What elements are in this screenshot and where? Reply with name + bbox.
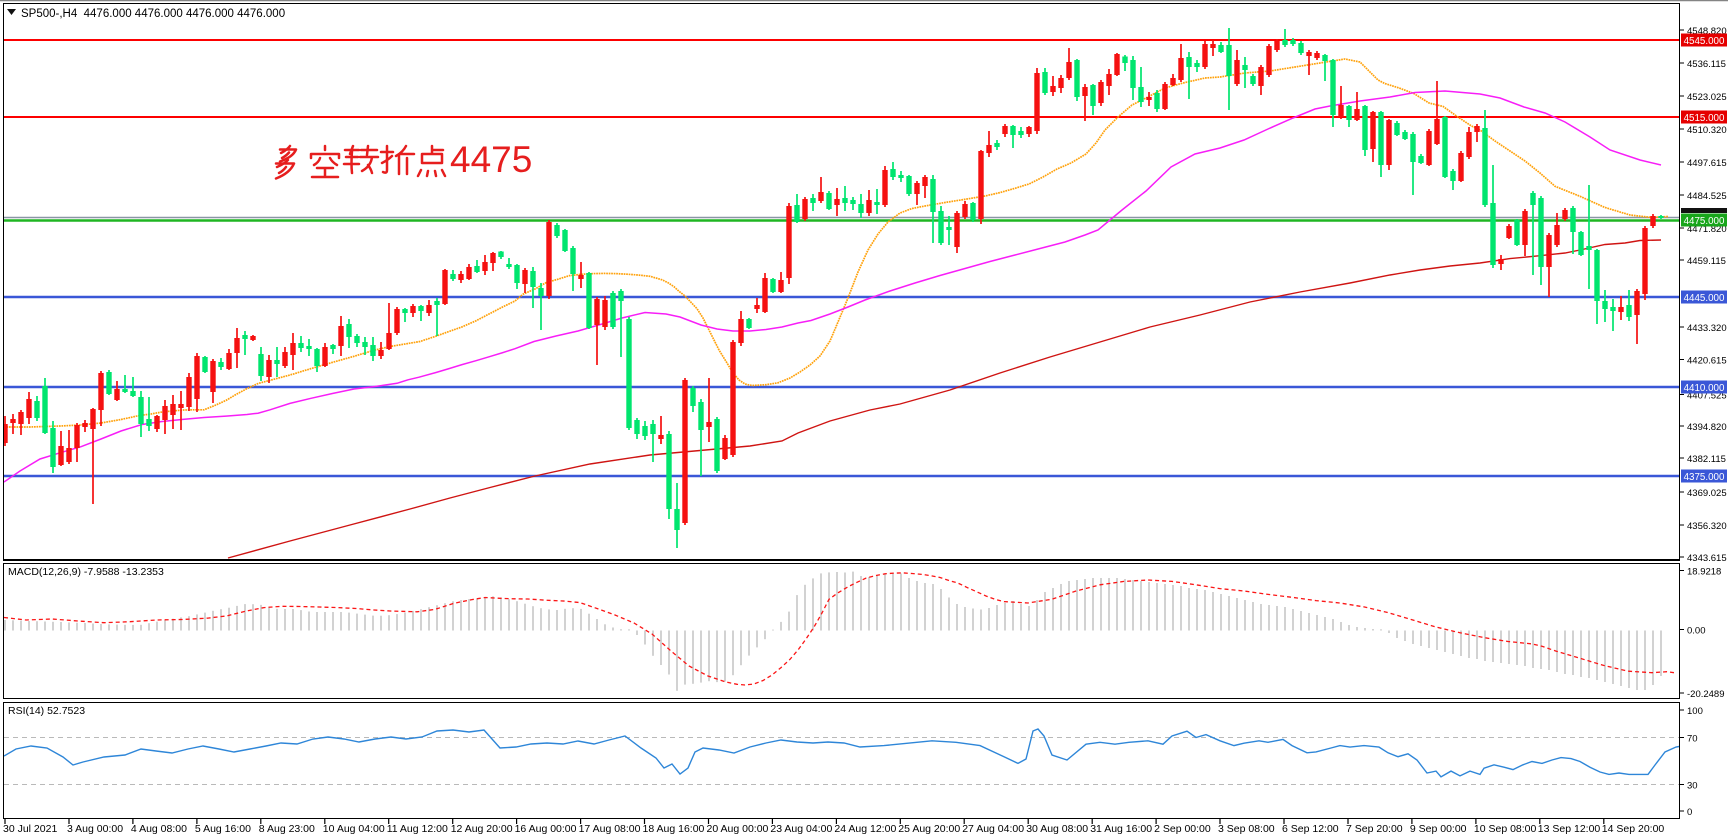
- svg-text:20 Aug 00:00: 20 Aug 00:00: [707, 823, 769, 835]
- svg-text:4343.615: 4343.615: [1687, 553, 1727, 564]
- svg-text:4523.025: 4523.025: [1687, 92, 1727, 103]
- svg-text:30 Jul 2021: 30 Jul 2021: [3, 823, 57, 835]
- svg-text:13 Sep 12:00: 13 Sep 12:00: [1538, 823, 1601, 835]
- svg-text:2 Sep 00:00: 2 Sep 00:00: [1154, 823, 1211, 835]
- svg-text:11 Aug 12:00: 11 Aug 12:00: [387, 823, 448, 835]
- svg-text:4548.820: 4548.820: [1687, 26, 1727, 37]
- svg-text:4375.000: 4375.000: [1684, 472, 1725, 483]
- svg-text:31 Aug 16:00: 31 Aug 16:00: [1090, 823, 1152, 835]
- svg-text:14 Sep 20:00: 14 Sep 20:00: [1602, 823, 1665, 835]
- svg-text:17 Aug 08:00: 17 Aug 08:00: [579, 823, 641, 835]
- svg-text:30: 30: [1687, 781, 1698, 792]
- svg-text:24 Aug 12:00: 24 Aug 12:00: [834, 823, 896, 835]
- svg-text:18.9218: 18.9218: [1687, 567, 1721, 578]
- svg-text:8 Aug 23:00: 8 Aug 23:00: [259, 823, 315, 835]
- svg-text:4545.000: 4545.000: [1684, 36, 1725, 47]
- svg-text:3 Sep 08:00: 3 Sep 08:00: [1218, 823, 1275, 835]
- svg-text:4445.000: 4445.000: [1684, 293, 1725, 304]
- svg-text:4382.115: 4382.115: [1687, 454, 1726, 465]
- svg-text:4475: 4475: [450, 139, 532, 180]
- svg-text:70: 70: [1687, 734, 1698, 745]
- svg-text:4369.025: 4369.025: [1687, 488, 1727, 499]
- svg-text:4394.820: 4394.820: [1687, 422, 1727, 433]
- svg-text:16 Aug 00:00: 16 Aug 00:00: [515, 823, 577, 835]
- svg-text:4459.115: 4459.115: [1687, 256, 1726, 267]
- svg-text:-20.2489: -20.2489: [1687, 689, 1725, 700]
- svg-text:4471.820: 4471.820: [1687, 224, 1727, 235]
- svg-text:RSI(14) 52.7523: RSI(14) 52.7523: [8, 705, 85, 717]
- svg-text:4536.115: 4536.115: [1687, 59, 1726, 70]
- svg-text:23 Aug 04:00: 23 Aug 04:00: [770, 823, 832, 835]
- svg-text:4484.525: 4484.525: [1687, 191, 1727, 202]
- svg-text:100: 100: [1687, 706, 1703, 717]
- svg-text:4407.525: 4407.525: [1687, 391, 1727, 402]
- svg-text:6 Sep 12:00: 6 Sep 12:00: [1282, 823, 1339, 835]
- svg-text:4420.615: 4420.615: [1687, 356, 1727, 367]
- svg-text:4433.320: 4433.320: [1687, 323, 1727, 334]
- svg-text:4475.000: 4475.000: [1684, 216, 1725, 227]
- svg-text:10 Sep 08:00: 10 Sep 08:00: [1474, 823, 1537, 835]
- svg-text:4356.320: 4356.320: [1687, 521, 1727, 532]
- svg-text:4497.615: 4497.615: [1687, 158, 1727, 169]
- svg-text:25 Aug 20:00: 25 Aug 20:00: [898, 823, 960, 835]
- svg-text:MACD(12,26,9) -7.9588 -13.2353: MACD(12,26,9) -7.9588 -13.2353: [8, 566, 164, 578]
- svg-text:9 Sep 00:00: 9 Sep 00:00: [1410, 823, 1467, 835]
- svg-text:27 Aug 04:00: 27 Aug 04:00: [962, 823, 1024, 835]
- svg-text:5 Aug 16:00: 5 Aug 16:00: [195, 823, 251, 835]
- svg-text:4510.320: 4510.320: [1687, 125, 1727, 136]
- svg-text:7 Sep 20:00: 7 Sep 20:00: [1346, 823, 1403, 835]
- svg-text:0.00: 0.00: [1687, 626, 1706, 637]
- svg-text:4 Aug 08:00: 4 Aug 08:00: [131, 823, 187, 835]
- svg-text:SP500-,H4 4476.000 4476.000 4: SP500-,H4 4476.000 4476.000 4476.000 447…: [21, 8, 285, 20]
- svg-text:4515.000: 4515.000: [1684, 113, 1725, 124]
- svg-text:30 Aug 08:00: 30 Aug 08:00: [1026, 823, 1088, 835]
- svg-text:0: 0: [1687, 807, 1692, 818]
- svg-text:4410.000: 4410.000: [1684, 383, 1725, 394]
- svg-text:3 Aug 00:00: 3 Aug 00:00: [67, 823, 123, 835]
- svg-text:12 Aug 20:00: 12 Aug 20:00: [451, 823, 513, 835]
- svg-text:10 Aug 04:00: 10 Aug 04:00: [323, 823, 385, 835]
- svg-text:18 Aug 16:00: 18 Aug 16:00: [643, 823, 705, 835]
